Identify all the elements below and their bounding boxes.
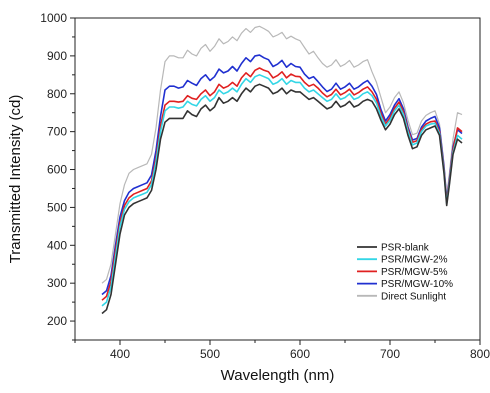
y-tick-label: 600 [47,163,67,177]
series-line-psr-blank [101,83,463,315]
y-tick-label: 800 [47,87,67,101]
y-tick-label: 200 [47,314,67,328]
legend-label: PSR-blank [381,243,430,254]
x-tick-label: 600 [290,347,310,361]
x-axis-title: Wavelength (nm) [221,367,335,384]
legend: PSR-blankPSR/MGW-2%PSR/MGW-5%PSR/MGW-10%… [357,243,453,302]
y-tick-label: 400 [47,238,67,252]
y-axis-title: Transmitted Intensity (cd) [7,95,24,264]
legend-label: PSR/MGW-10% [381,279,453,290]
y-axis: 200 300 400 500 600 700 800 900 1000 [40,11,75,341]
x-tick-label: 700 [380,347,400,361]
y-tick-label: 900 [47,49,67,63]
legend-label: PSR/MGW-2% [381,255,448,266]
x-tick-label: 400 [110,347,130,361]
series-layer [101,25,463,315]
series-line-psr-mgw-2- [101,74,463,307]
y-tick-label: 500 [47,200,67,214]
plot-frame [74,17,481,341]
x-tick-label: 500 [200,347,220,361]
legend-label: PSR/MGW-5% [381,267,448,278]
x-axis: 400 500 600 700 800 [74,340,490,361]
legend-label: Direct Sunlight [381,291,446,302]
y-tick-label: 700 [47,125,67,139]
y-tick-label: 300 [47,276,67,290]
y-tick-label: 1000 [40,11,67,25]
series-line-direct-sunlight [101,25,463,284]
x-tick-label: 800 [470,347,490,361]
